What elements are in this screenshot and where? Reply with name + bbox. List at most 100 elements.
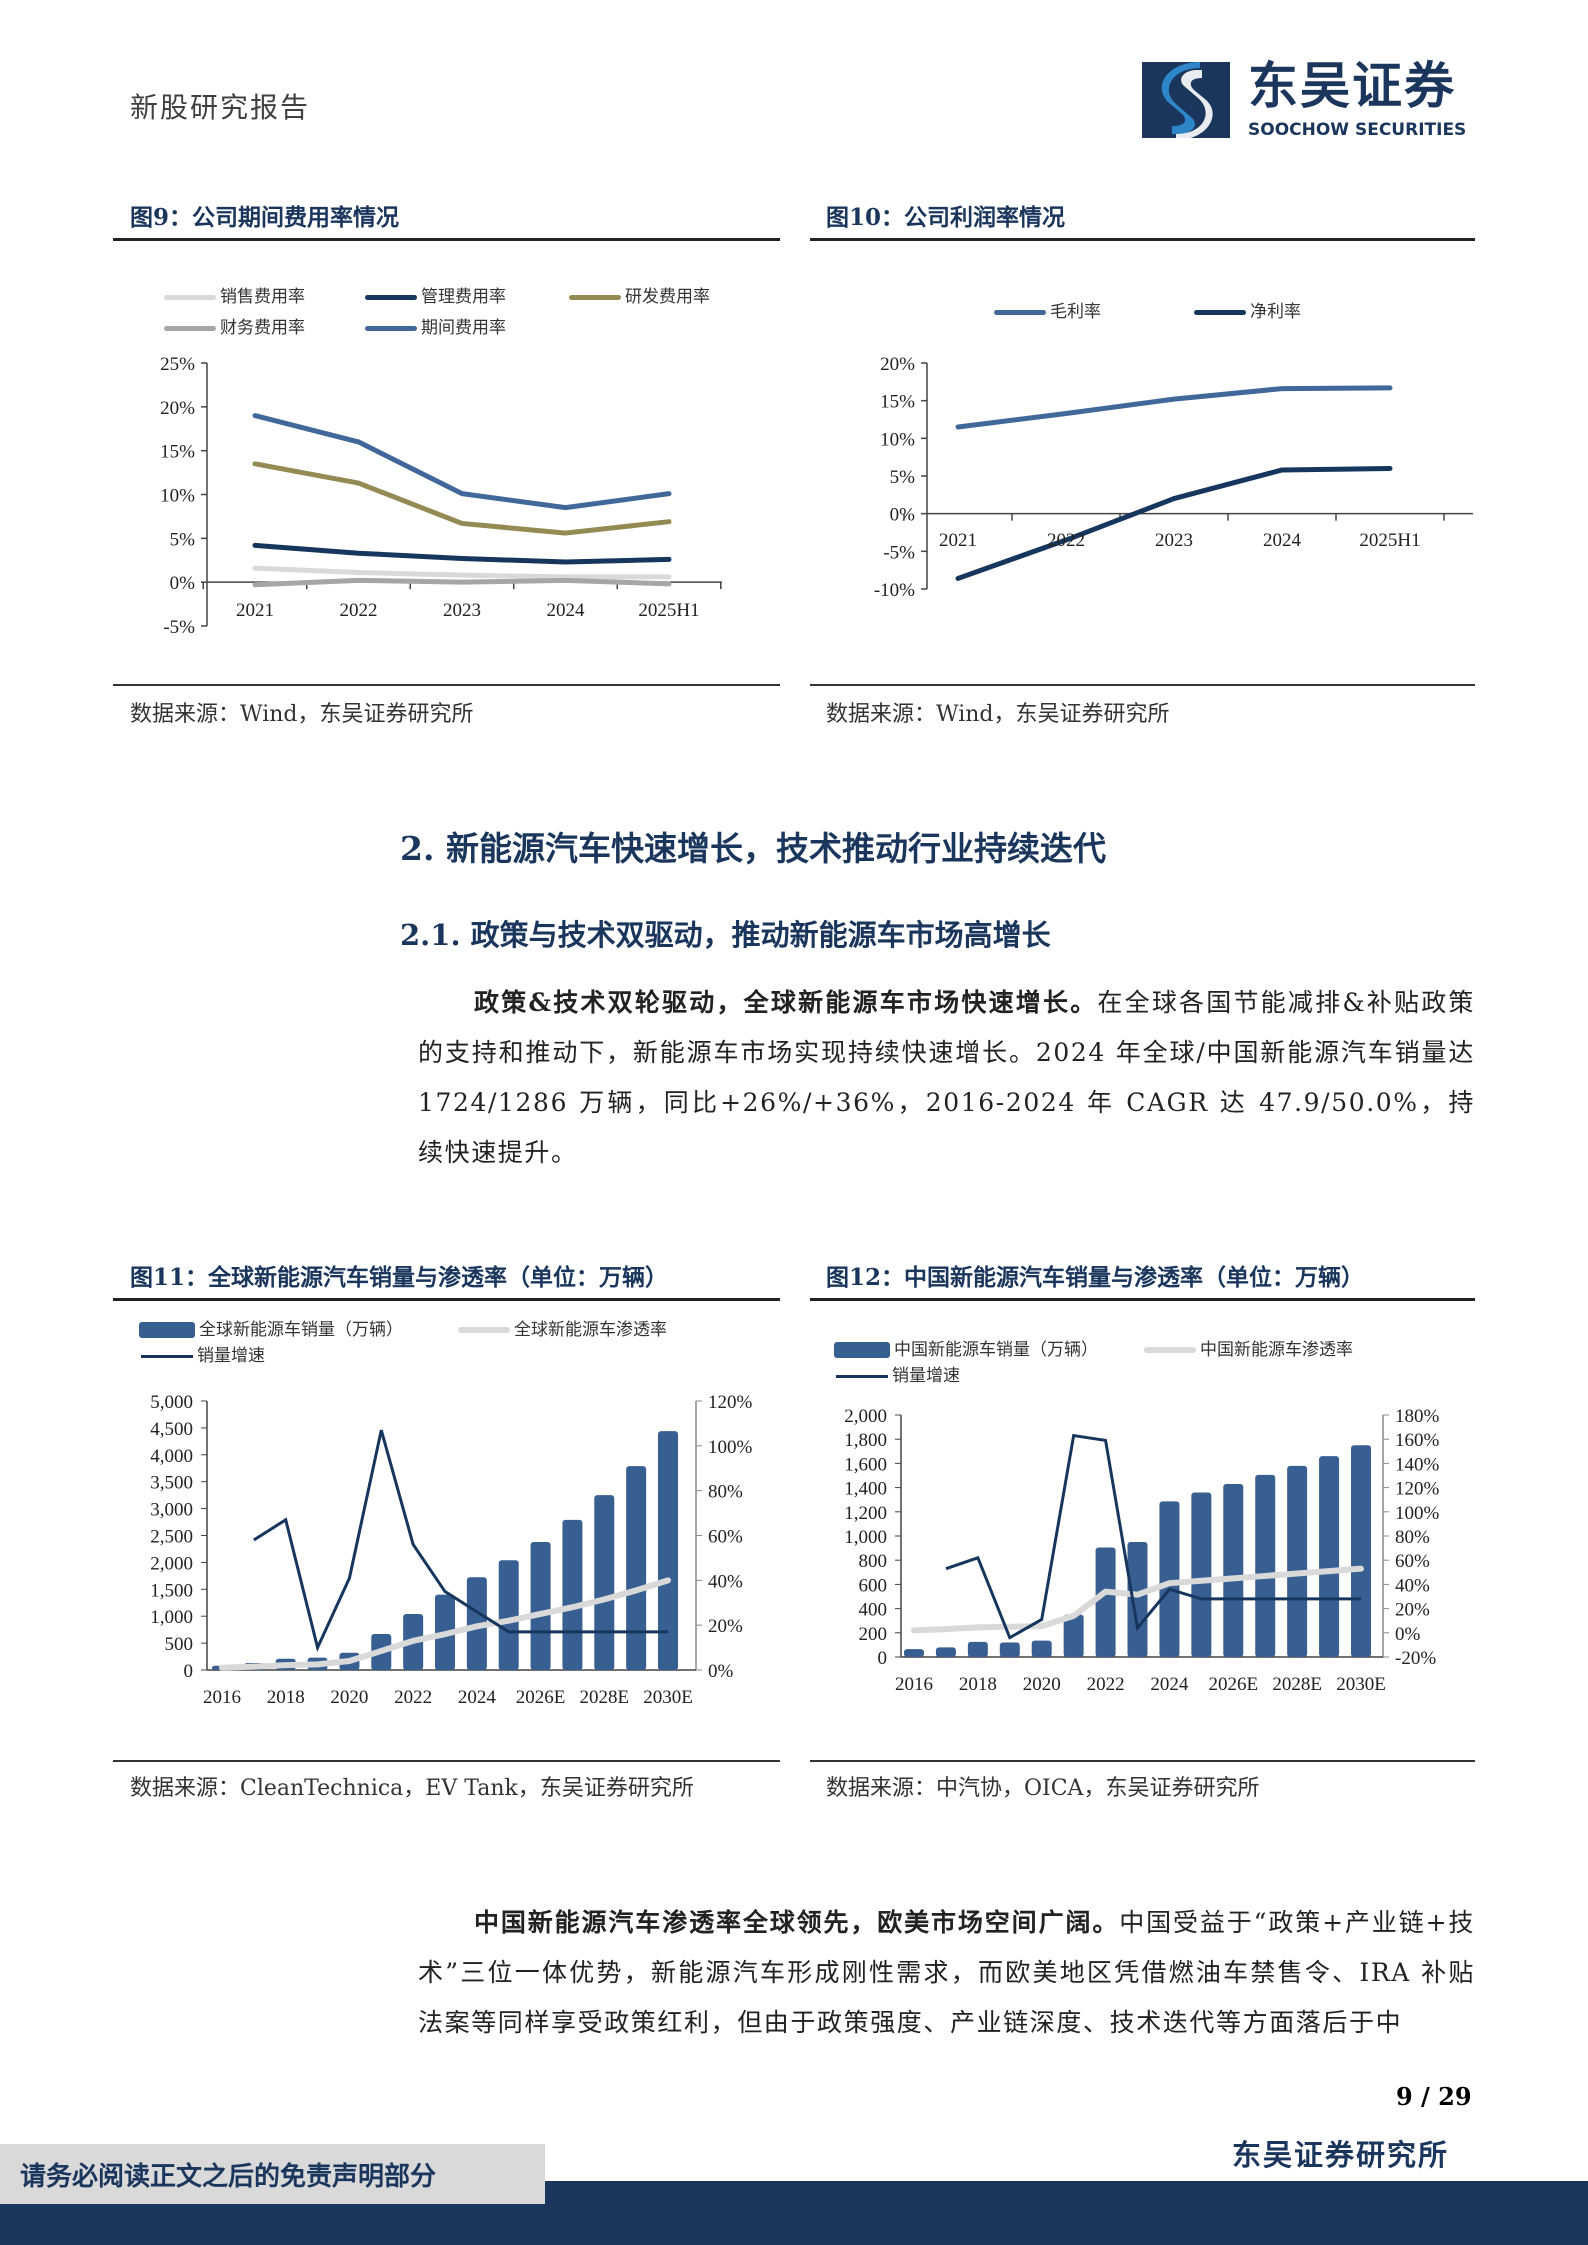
legend-item: 财务费用率: [164, 318, 305, 338]
logo-english-text: SOOCHOW SECURITIES: [1248, 120, 1467, 140]
divider: [810, 1760, 1475, 1762]
divider: [810, 684, 1475, 686]
left-y-tick-label: 1,000: [150, 1607, 193, 1628]
legend-item: 中国新能源车销量（万辆）: [834, 1340, 1098, 1360]
left-y-tick-label: 3,000: [150, 1500, 193, 1521]
legend-item: 销量增速: [836, 1366, 960, 1386]
legend-item: 销量增速: [141, 1346, 265, 1366]
sales-bar: [999, 1642, 1020, 1657]
series-line: [252, 542, 672, 565]
x-tick-label: 2026E: [1208, 1674, 1258, 1695]
legend-label: 销量增速: [892, 1366, 960, 1386]
legend-label: 中国新能源车渗透率: [1200, 1340, 1353, 1360]
x-tick-label: 2030E: [1336, 1674, 1386, 1695]
paragraph: 政策&技术双轮驱动，全球新能源车市场快速增长。在全球各国节能减排&补贴政策的支持…: [418, 978, 1475, 1178]
figure-12-source: 数据来源：中汽协，OICA，东吴证券研究所: [826, 1776, 1260, 1801]
sales-bar: [562, 1519, 583, 1670]
divider: [113, 1298, 780, 1301]
right-y-tick-label: 140%: [1395, 1454, 1440, 1475]
y-tick-label: 25%: [160, 354, 195, 375]
chart-profit-margin: 毛利率 净利率 20% 15% 10% 5% 0% -5% -10% 2021 2022 2023…: [810, 260, 1475, 660]
sales-bar: [1351, 1445, 1371, 1657]
left-y-tick-label: 5,000: [150, 1392, 193, 1413]
divider: [810, 238, 1475, 241]
x-tick-label: 2030E: [643, 1687, 693, 1708]
chart-expense-ratio: 销售费用率 管理费用率 研发费用率 财务费用率 期间费用率 25% 20% 15% 1…: [113, 260, 780, 660]
y-tick-label: 0%: [170, 573, 196, 594]
legend-label: 毛利率: [1050, 302, 1101, 322]
series-line: [252, 577, 672, 588]
divider: [810, 1298, 1475, 1301]
company-logo: [1142, 60, 1472, 140]
subsection-heading: 2.1. 政策与技术双驱动，推动新能源车市场高增长: [400, 918, 1051, 952]
logo-mark-icon: [1142, 62, 1230, 140]
series-line: [955, 385, 1393, 430]
x-tick-label: 2016: [895, 1674, 933, 1695]
right-y-tick-label: 160%: [1395, 1430, 1440, 1451]
sales-bar: [967, 1641, 988, 1657]
y-tick-label: 15%: [880, 392, 915, 413]
left-y-tick-label: 1,200: [844, 1503, 887, 1524]
chart-plot: 2,000 1,800 1,600 1,400 1,200 1,000 800 600 400 2…: [844, 1406, 1440, 1695]
paragraph-body: 在全球各国节能减排&补贴政策的支持和推动下，新能源车市场实现持续快速增长。202…: [418, 988, 1476, 1167]
x-tick-label: 2026E: [516, 1687, 566, 1708]
legend-label: 全球新能源车销量（万辆）: [199, 1320, 403, 1340]
right-y-tick-label: 120%: [1395, 1479, 1440, 1500]
right-y-tick-label: 60%: [1395, 1551, 1430, 1572]
left-y-tick-label: 1,500: [150, 1580, 193, 1601]
series-line: [252, 565, 672, 580]
legend-label: 中国新能源车销量（万辆）: [894, 1340, 1098, 1360]
y-tick-label: -5%: [163, 617, 195, 638]
left-y-tick-label: 4,500: [150, 1419, 193, 1440]
sales-bar: [498, 1560, 519, 1670]
chart-global-nev-sales: 全球新能源车销量（万辆） 全球新能源车渗透率 销量增速 5,000 4,500 4,…: [113, 1300, 780, 1730]
left-y-tick-label: 2,000: [150, 1553, 193, 1574]
x-tick-label: 2022: [340, 600, 378, 621]
legend-item: 全球新能源车渗透率: [458, 1320, 667, 1340]
figure-9-source: 数据来源：Wind，东吴证券研究所: [130, 702, 474, 727]
paragraph: 中国新能源汽车渗透率全球领先，欧美市场空间广阔。中国受益于“政策+产业链+技术”…: [418, 1898, 1475, 2048]
y-tick-label: -10%: [874, 580, 915, 601]
legend-item: 销售费用率: [164, 287, 305, 307]
sales-bar: [594, 1495, 615, 1670]
x-tick-label: 2018: [959, 1674, 997, 1695]
y-tick-label: 20%: [160, 398, 195, 419]
left-y-tick-label: 200: [859, 1624, 888, 1645]
x-tick-label: 2023: [1155, 530, 1193, 551]
chart-plot: 20% 15% 10% 5% 0% -5% -10% 2021 2022 2023 2024 2025…: [874, 354, 1473, 601]
series-line: [955, 465, 1393, 581]
y-tick-label: 15%: [160, 442, 195, 463]
footer-institute: 东吴证券研究所: [1232, 2138, 1450, 2172]
paragraph-lead: 中国新能源汽车渗透率全球领先，欧美市场空间广阔。: [474, 1908, 1120, 1937]
chart-china-nev-sales: 中国新能源车销量（万辆） 中国新能源车渗透率 销量增速 2,000 1,800 1,…: [810, 1320, 1475, 1730]
figure-11-title: 图11：全球新能源汽车销量与渗透率（单位：万辆）: [130, 1264, 669, 1291]
sales-bar: [1095, 1547, 1116, 1657]
legend-label: 全球新能源车渗透率: [514, 1320, 667, 1340]
right-y-tick-label: 60%: [708, 1527, 743, 1548]
x-tick-label: 2020: [1023, 1674, 1061, 1695]
left-y-tick-label: 3,500: [150, 1473, 193, 1494]
chart-plot: 25% 20% 15% 10% 5% 0% -5% 2021 2022 2023 2024 2025H…: [160, 354, 722, 638]
x-tick-label: 2018: [267, 1687, 305, 1708]
section-heading: 2. 新能源汽车快速增长，技术推动行业持续迭代: [400, 829, 1106, 868]
left-y-tick-label: 1,800: [844, 1430, 887, 1451]
figure-9-title: 图9：公司期间费用率情况: [130, 204, 400, 231]
x-tick-label: 2016: [203, 1687, 241, 1708]
x-tick-label: 2024: [1263, 530, 1302, 551]
y-tick-label: 10%: [160, 486, 195, 507]
legend-label: 销售费用率: [220, 287, 305, 307]
sales-bar: [1255, 1474, 1276, 1657]
sales-bar: [658, 1431, 678, 1670]
right-y-tick-label: 80%: [708, 1482, 743, 1503]
figure-10-title: 图10：公司利润率情况: [826, 204, 1066, 231]
legend-label: 净利率: [1250, 302, 1301, 322]
penetration-line: [911, 1565, 1364, 1634]
x-tick-label: 2020: [330, 1687, 368, 1708]
growth-line: [253, 1429, 668, 1653]
left-y-tick-label: 4,000: [150, 1446, 193, 1467]
x-tick-label: 2022: [1087, 1674, 1125, 1695]
legend-label: 研发费用率: [625, 287, 710, 307]
right-y-tick-label: 100%: [708, 1437, 753, 1458]
series-line: [252, 413, 672, 511]
right-y-tick-label: 40%: [708, 1571, 743, 1592]
